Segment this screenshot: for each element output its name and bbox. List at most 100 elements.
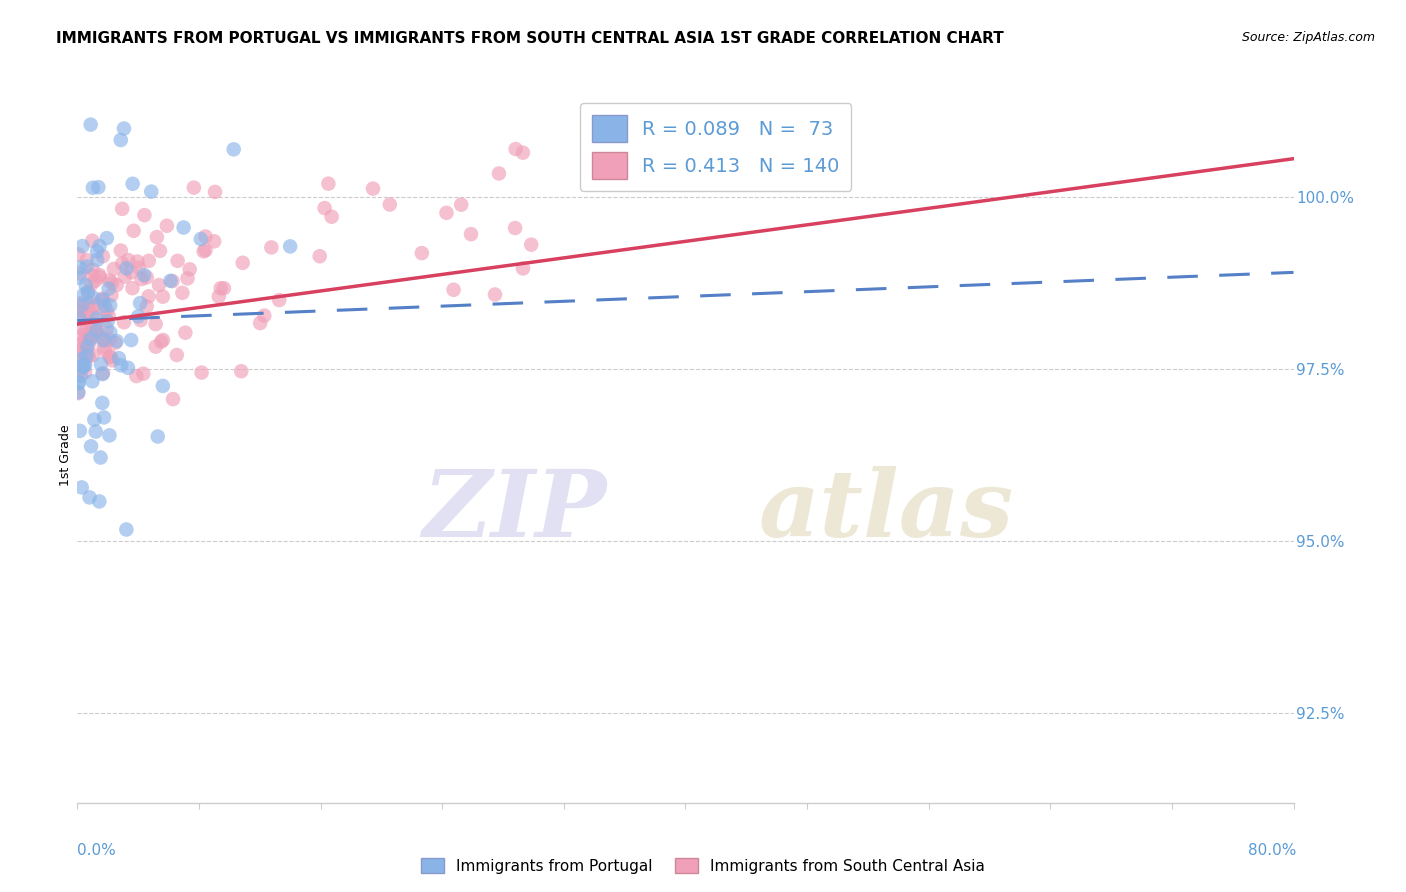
Point (89, 239, 111, 253)
Point (75, 331, 97, 345)
Point (91, 366, 114, 380)
Point (84, 323, 107, 337)
Point (82, 301, 104, 315)
Point (80, 306, 103, 320)
Point (202, 235, 225, 249)
Point (69, 303, 91, 318)
Point (84, 425, 107, 439)
Point (110, 133, 132, 147)
Point (321, 210, 343, 224)
Point (75, 336, 97, 351)
Point (72, 288, 94, 302)
Point (87, 180, 110, 194)
Point (318, 177, 340, 191)
Point (127, 310, 149, 324)
Point (110, 359, 132, 373)
Point (67, 247, 90, 261)
Point (166, 253, 188, 268)
Point (129, 296, 152, 310)
Point (484, 287, 506, 301)
Point (67, 386, 90, 401)
Point (134, 208, 156, 222)
Legend: Immigrants from Portugal, Immigrants from South Central Asia: Immigrants from Portugal, Immigrants fro… (415, 852, 991, 880)
Point (93, 331, 115, 345)
Point (512, 145, 534, 160)
Point (97, 309, 120, 323)
Point (141, 185, 163, 199)
Point (69, 296, 91, 310)
Point (520, 237, 543, 252)
Point (194, 243, 217, 257)
Point (162, 274, 184, 288)
Point (103, 261, 125, 276)
Point (67, 347, 90, 361)
Point (117, 360, 139, 375)
Point (105, 278, 128, 293)
Point (80, 324, 103, 338)
Point (122, 224, 145, 238)
Point (75, 358, 97, 372)
Point (86, 244, 108, 259)
Point (67, 385, 90, 400)
Point (128, 260, 150, 275)
Point (150, 334, 173, 349)
Point (503, 221, 526, 235)
Point (77, 298, 100, 312)
Point (138, 253, 160, 268)
Point (79, 331, 101, 345)
Point (70, 480, 93, 494)
Point (84, 274, 107, 288)
Point (173, 220, 195, 235)
Point (70, 352, 93, 367)
Point (67, 311, 90, 326)
Point (278, 239, 301, 253)
Point (82, 323, 104, 337)
Point (77, 308, 100, 322)
Point (75, 278, 97, 293)
Point (146, 429, 169, 443)
Point (93, 343, 115, 358)
Point (120, 265, 142, 279)
Point (72, 298, 94, 312)
Point (69, 337, 91, 351)
Point (72, 328, 94, 343)
Point (176, 271, 198, 285)
Text: ZIP: ZIP (422, 466, 606, 556)
Point (67, 301, 90, 315)
Point (127, 254, 149, 268)
Point (97, 282, 120, 296)
Point (232, 256, 254, 270)
Point (183, 180, 205, 194)
Point (86, 311, 108, 326)
Point (93, 410, 115, 425)
Text: IMMIGRANTS FROM PORTUGAL VS IMMIGRANTS FROM SOUTH CENTRAL ASIA 1ST GRADE CORRELA: IMMIGRANTS FROM PORTUGAL VS IMMIGRANTS F… (56, 31, 1004, 46)
Point (145, 340, 167, 354)
Point (91, 292, 114, 306)
Point (89, 268, 111, 282)
Point (70, 322, 93, 336)
Point (86, 252, 108, 267)
Point (69, 364, 91, 378)
Point (110, 244, 132, 258)
Point (79, 118, 101, 132)
Point (98, 428, 121, 442)
Point (96, 303, 118, 318)
Point (146, 230, 169, 244)
Point (179, 262, 201, 277)
Point (80, 329, 103, 343)
Point (76, 252, 98, 267)
Point (125, 369, 148, 384)
Point (89, 450, 111, 465)
Point (82, 348, 104, 362)
Point (488, 166, 510, 180)
Point (82, 374, 104, 388)
Point (84, 322, 107, 336)
Point (512, 261, 534, 276)
Point (84, 297, 107, 311)
Point (79, 491, 101, 505)
Point (67, 343, 90, 357)
Point (69, 368, 91, 383)
Point (121, 281, 143, 295)
Point (93, 340, 115, 354)
Point (91, 367, 114, 381)
